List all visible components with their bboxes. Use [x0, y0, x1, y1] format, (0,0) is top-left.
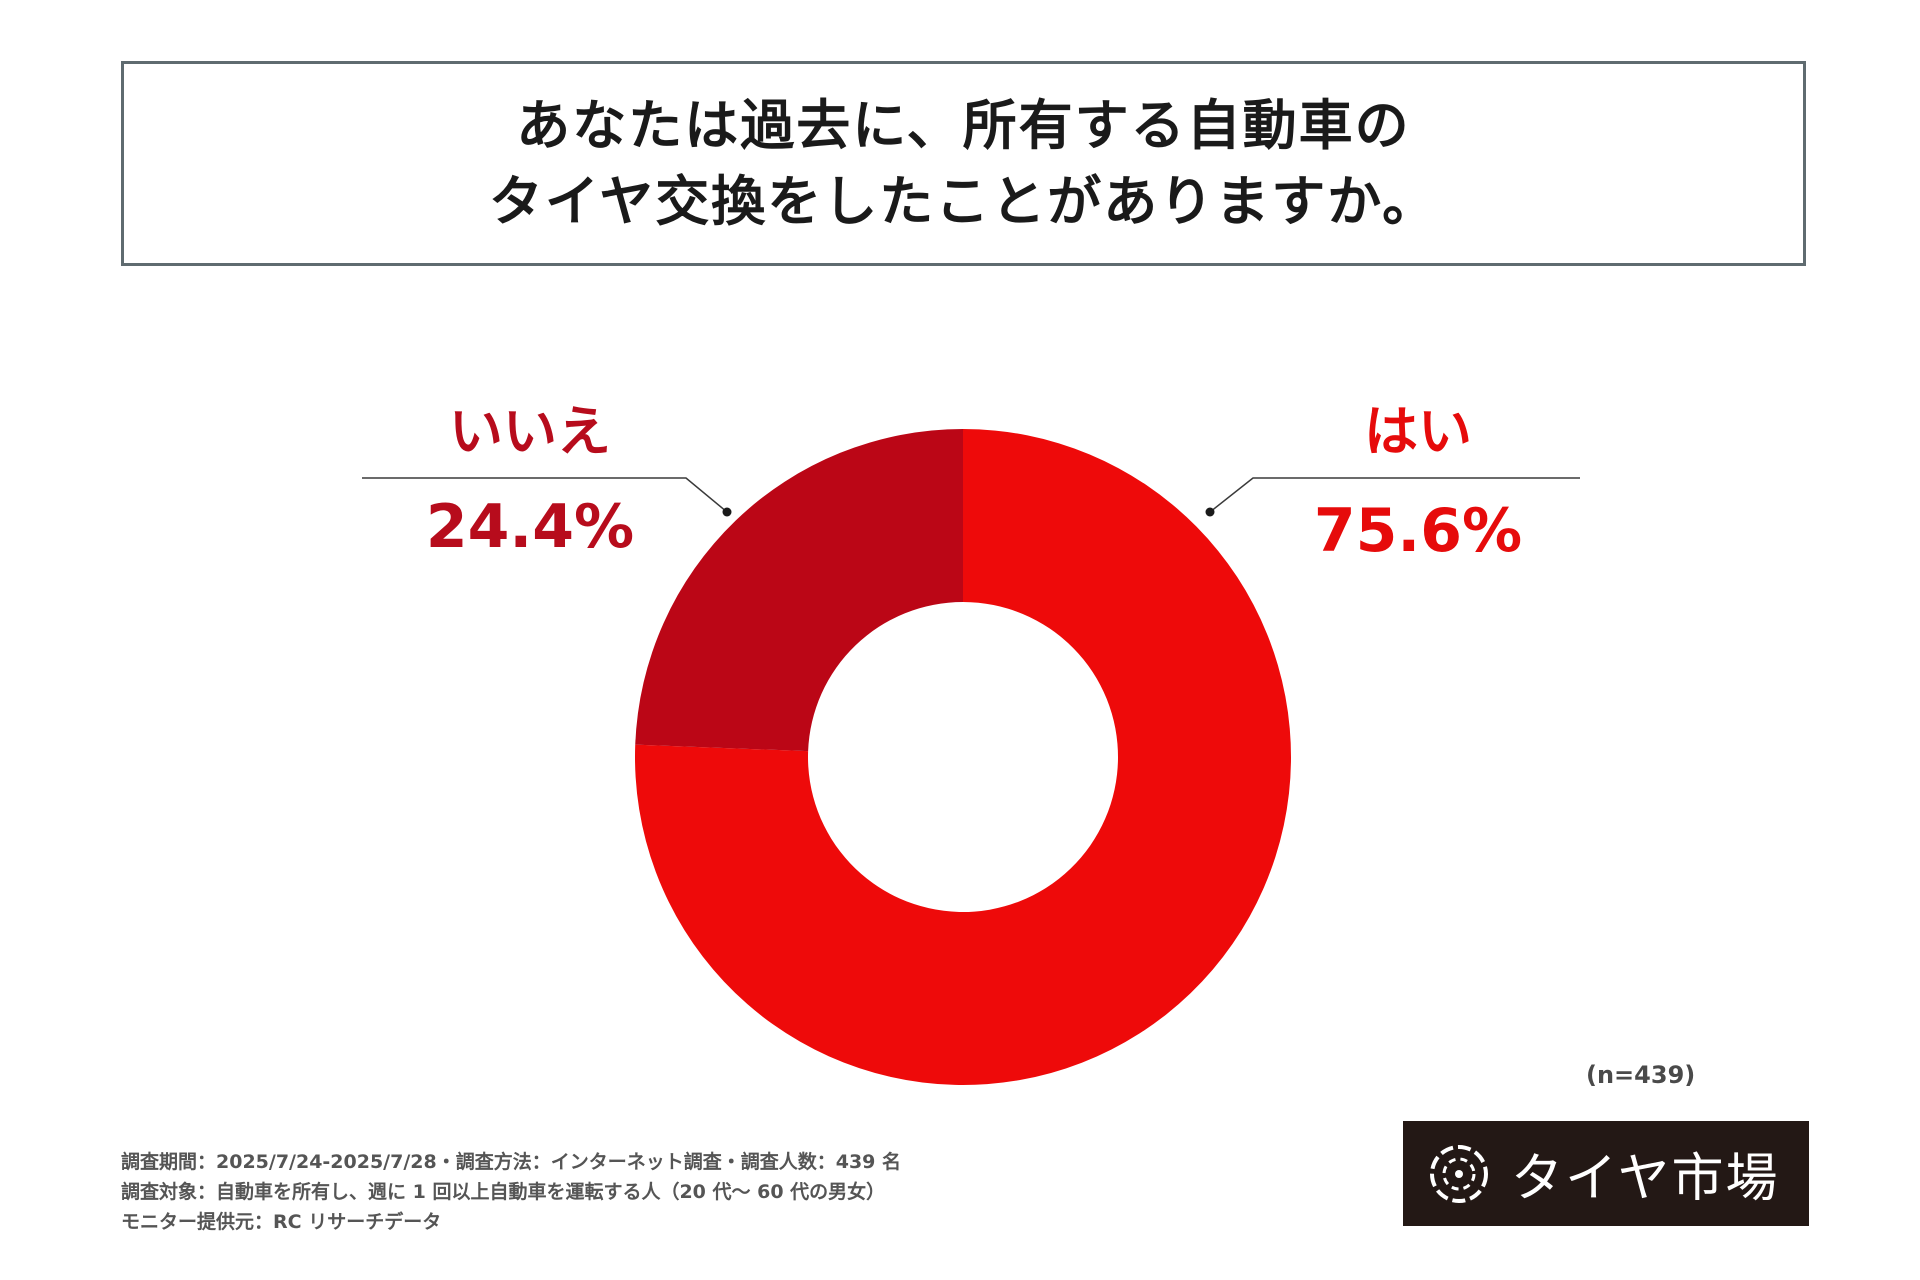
title-line-2: タイヤ交換をしたことがありますか。 [488, 169, 1439, 233]
title-box: あなたは過去に、所有する自動車の タイヤ交換をしたことがありますか。 [121, 61, 1806, 266]
leader-line-yes [1209, 477, 1580, 513]
slice-label-no: いいえ [449, 400, 611, 463]
title-line-1: あなたは過去に、所有する自動車の [516, 93, 1411, 157]
slice-value-yes: 75.6% [1314, 496, 1522, 566]
footnote-monitor-provider: モニター提供元：RC リサーチデータ [121, 1211, 442, 1233]
leader-dot-no [722, 507, 732, 517]
logo-text: タイヤ市場 [1511, 1149, 1780, 1209]
sample-size-label: (n=439) [1586, 1061, 1696, 1089]
donut-slice-yes [634, 429, 1291, 1085]
tire-logo-icon [1430, 1144, 1488, 1203]
footnote-survey-period: 調査期間：2025/7/24-2025/7/28・調査方法：インターネット調査・… [121, 1151, 902, 1173]
leader-dot-yes [1205, 507, 1215, 517]
donut-slice-no [635, 429, 963, 752]
footnote-survey-target: 調査対象：自動車を所有し、週に 1 回以上自動車を運転する人（20 代〜 60 … [121, 1181, 886, 1203]
slice-value-no: 24.4% [426, 492, 634, 562]
slice-label-yes: はい [1364, 400, 1472, 463]
leader-line-no [362, 477, 728, 513]
brand-logo: タイヤ市場 [1403, 1121, 1809, 1226]
footnotes: 調査期間：2025/7/24-2025/7/28・調査方法：インターネット調査・… [121, 1147, 901, 1237]
